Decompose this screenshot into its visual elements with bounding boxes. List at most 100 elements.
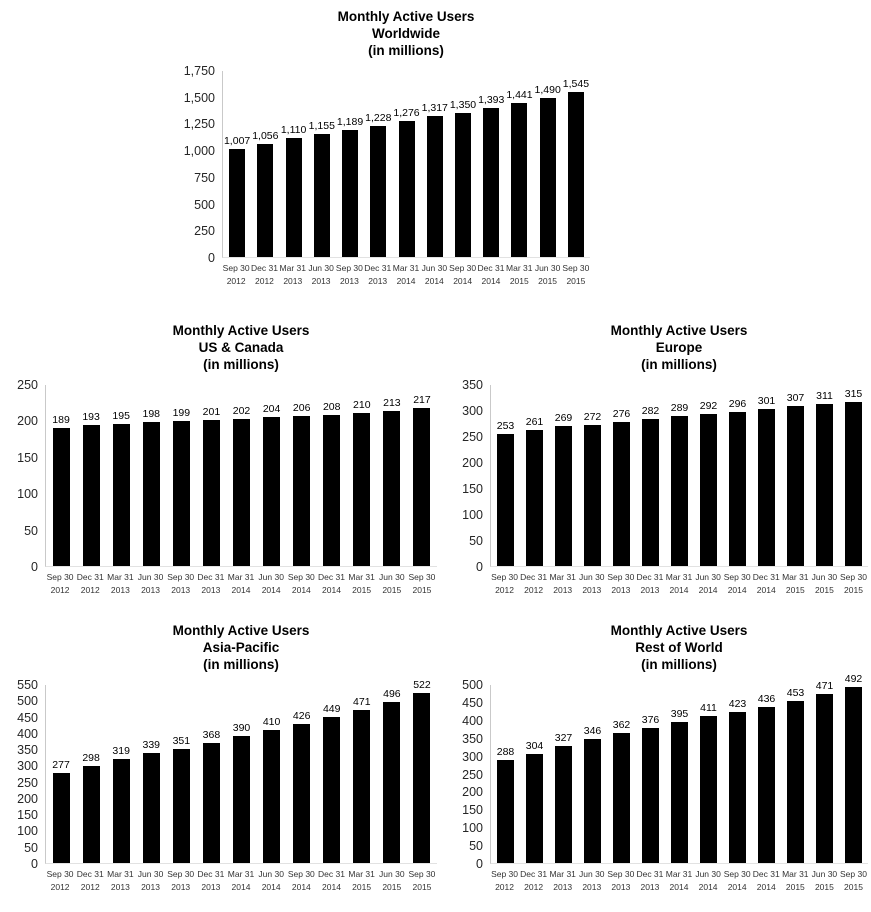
x-axis-tick-label: Jun 30 2015 (533, 262, 561, 288)
bar-slot: 436 (752, 693, 781, 863)
bar (398, 121, 415, 257)
y-axis-tick-label: 200 (462, 456, 483, 470)
bar-slot: 201 (196, 406, 226, 566)
chart-europe: Monthly Active Users Europe (in millions) 3… (450, 322, 868, 597)
bar-slot: 1,189 (336, 116, 364, 257)
y-axis-tick-label: 100 (17, 824, 38, 839)
bar (539, 98, 556, 257)
bar (202, 420, 220, 566)
x-axis-tick-label: Dec 31 2014 (316, 571, 346, 597)
x-tick-year: 2013 (368, 276, 388, 286)
bar-value-label: 395 (670, 708, 689, 720)
bar-slot: 1,545 (562, 78, 590, 257)
bar-slot: 423 (723, 698, 752, 863)
bar (642, 419, 659, 566)
x-axis-tick-label: Sep 30 2013 (335, 262, 363, 288)
bar (172, 421, 190, 566)
chart-title-line: Europe (655, 340, 703, 355)
x-tick-date: Jun 30 (811, 572, 838, 582)
x-tick-date: Mar 31 (506, 263, 533, 273)
bar-value-label: 277 (52, 759, 70, 771)
bar-slot: 202 (226, 405, 256, 566)
bar (555, 746, 572, 863)
bar-slot: 289 (665, 402, 694, 566)
bar-value-label: 376 (641, 714, 660, 726)
bar (263, 417, 281, 566)
bar-slot: 496 (377, 688, 407, 863)
x-axis-tick-label: Jun 30 2013 (577, 571, 606, 597)
bar (671, 722, 688, 863)
x-axis-tick-label: Jun 30 2014 (256, 571, 286, 597)
chart-title-line: (in millions) (203, 657, 279, 672)
chart-title: Monthly Active Users US & Canada (in milli… (45, 322, 437, 373)
bar-slot: 1,490 (534, 84, 562, 257)
x-tick-year: 2013 (283, 276, 303, 286)
x-axis-tick-label: Sep 30 2012 (222, 262, 250, 288)
bar-value-label: 390 (232, 722, 251, 734)
bar-slot: 390 (226, 722, 256, 863)
bar-slot: 346 (578, 725, 607, 863)
bar-value-label: 304 (525, 740, 544, 752)
bar (112, 424, 130, 566)
y-axis-tick-label: 450 (462, 695, 483, 710)
bar (285, 138, 302, 257)
bar-value-label: 195 (112, 410, 130, 422)
y-axis-tick-label: 1,750 (183, 64, 215, 78)
bar-slot: 199 (166, 407, 196, 566)
y-axis-tick-label: 350 (462, 378, 483, 392)
bar-value-label: 213 (383, 397, 401, 409)
y-axis-tick-label: 250 (17, 775, 38, 790)
y-axis: 1,750 1,500 1,250 1,000 750 500 250 0 (170, 64, 222, 265)
x-tick-year: 2013 (201, 585, 221, 595)
x-tick-year: 2014 (698, 585, 718, 595)
bar-slot: 1,155 (308, 120, 336, 257)
x-axis-tick-label: Jun 30 2015 (810, 571, 839, 597)
chart-title-line: Monthly Active Users (337, 9, 475, 24)
bar (584, 425, 601, 566)
chart-title-line: Monthly Active Users (610, 323, 748, 338)
chart-us-canada: Monthly Active Users US & Canada (in milli… (5, 322, 437, 597)
x-axis-tick-label: Sep 30 2013 (166, 571, 196, 597)
bar-value-label: 208 (322, 401, 341, 413)
bar (845, 402, 862, 566)
x-axis-tick-label: Sep 30 2012 (490, 868, 519, 894)
bar (787, 406, 804, 566)
bar (142, 422, 160, 566)
x-tick-year: 2014 (453, 276, 473, 286)
bar (584, 739, 601, 863)
x-axis-tick-label: Mar 31 2014 (226, 868, 256, 894)
x-tick-date: Jun 30 (137, 572, 164, 582)
bar-value-label: 496 (383, 688, 401, 700)
x-tick-year: 2013 (611, 585, 631, 595)
bar (497, 434, 514, 566)
x-tick-date: Mar 31 (279, 263, 307, 273)
bar-value-label: 410 (262, 716, 281, 728)
x-axis-tick-label: Jun 30 2014 (694, 571, 723, 597)
x-tick-year: 2015 (352, 882, 372, 892)
plot: 277 298 319 339 351 368 390 410 426 449 471 496 522 (45, 679, 437, 864)
bar-value-label: 1,056 (252, 130, 279, 142)
bar-slot: 471 (347, 696, 377, 863)
bar-value-label: 199 (172, 407, 191, 419)
x-tick-year: 2014 (481, 276, 501, 286)
bar (52, 773, 70, 863)
y-axis-tick-label: 0 (208, 251, 215, 265)
chart-plot-area: 250 200 150 100 50 0 189 193 195 198 199 201 202 204 2… (5, 378, 437, 574)
bar (816, 404, 833, 566)
x-tick-date: Jun 30 (379, 572, 405, 582)
x-axis-tick-label: Mar 31 2015 (781, 868, 810, 894)
bar-slot: 453 (781, 687, 810, 863)
x-tick-date: Dec 31 (520, 869, 548, 879)
y-axis-tick-label: 100 (462, 821, 483, 836)
bar-value-label: 492 (844, 673, 863, 685)
x-tick-date: Mar 31 (392, 263, 420, 273)
x-axis-tick-label: Sep 30 2015 (839, 868, 868, 894)
y-axis-tick-label: 500 (17, 694, 38, 709)
bar-slot: 189 (46, 414, 76, 566)
bar-value-label: 204 (262, 403, 281, 415)
bar (567, 92, 584, 257)
x-axis-tick-label: Dec 31 2013 (364, 262, 392, 288)
bar-value-label: 1,007 (223, 135, 251, 147)
x-tick-date: Sep 30 (222, 263, 250, 273)
x-tick-date: Sep 30 (287, 869, 315, 879)
